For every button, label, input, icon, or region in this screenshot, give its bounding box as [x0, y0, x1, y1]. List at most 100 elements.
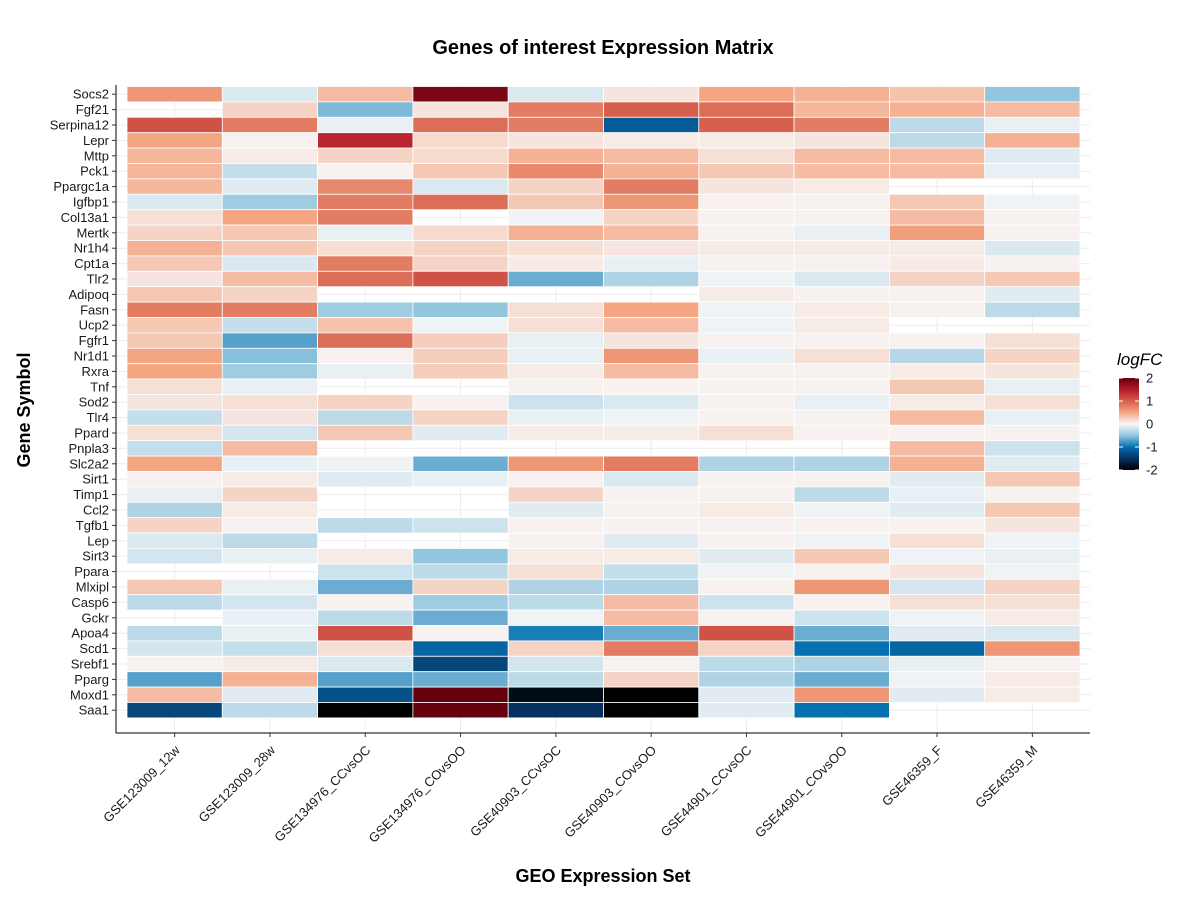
heatmap-cell: [698, 548, 795, 565]
heatmap-cell: [984, 132, 1081, 149]
heatmap-cell: [793, 609, 890, 626]
heatmap-cell: [984, 409, 1081, 426]
heatmap-cell: [126, 655, 223, 673]
legend-ticks: 2 1 0 -1 -2: [1119, 371, 1158, 478]
x-tick-label: GSE134976_CCvsOC: [271, 743, 373, 845]
heatmap-cell: [793, 671, 890, 688]
heatmap-cell: [412, 270, 509, 288]
heatmap-cell: [698, 363, 795, 380]
heatmap-cell: [507, 486, 604, 503]
heatmap-cell: [889, 240, 986, 257]
heatmap-cell: [317, 132, 414, 149]
heatmap-cell: [793, 501, 890, 519]
heatmap-cell: [603, 193, 700, 211]
heatmap-cell: [507, 224, 604, 241]
heatmap-cell: [412, 409, 509, 426]
heatmap-cell: [221, 702, 319, 719]
heatmap-cell: [698, 532, 795, 549]
heatmap-cell: [698, 86, 795, 103]
heatmap-cell: [412, 255, 509, 272]
heatmap-cell: [507, 178, 604, 195]
heatmap-cell: [793, 594, 890, 611]
y-tick-label: Mlxipl: [76, 580, 109, 595]
heatmap-cell: [507, 193, 604, 211]
heatmap-cell: [889, 378, 986, 395]
heatmap-cell: [412, 702, 509, 719]
legend-tick-label: 0: [1146, 417, 1153, 432]
heatmap-cell: [698, 394, 795, 411]
heatmap-cell: [412, 101, 509, 118]
heatmap-cell: [412, 317, 509, 334]
heatmap-cell: [698, 270, 795, 288]
y-tick-label: Tgfb1: [76, 518, 109, 533]
heatmap-cell: [698, 317, 795, 334]
color-legend: logFC 2 1 0 -1 -2: [1117, 350, 1163, 478]
heatmap-cell: [793, 363, 890, 380]
y-tick-label: Pparg: [74, 672, 109, 687]
y-tick-label: Timp1: [73, 487, 109, 502]
heatmap-cell: [221, 240, 319, 257]
heatmap-cell: [221, 224, 319, 241]
heatmap-cell: [984, 625, 1081, 642]
heatmap-cell: [507, 101, 604, 118]
heatmap-cell: [603, 378, 700, 395]
y-tick-label: Sod2: [79, 395, 109, 410]
heatmap-cell: [889, 671, 986, 688]
heatmap-cell: [221, 132, 319, 149]
heatmap-cell: [317, 270, 414, 288]
heatmap-cell: [221, 424, 319, 442]
heatmap-cells: [126, 86, 1081, 719]
heatmap-cell: [507, 655, 604, 673]
heatmap-cell: [221, 332, 319, 349]
y-tick-label: Nr1d1: [74, 349, 109, 364]
heatmap-cell: [698, 640, 795, 657]
heatmap-cell: [889, 255, 986, 272]
heatmap-cell: [793, 347, 890, 365]
heatmap-cell: [317, 594, 414, 611]
heatmap-cell: [603, 178, 700, 195]
heatmap-cell: [126, 147, 223, 164]
heatmap-cell: [412, 671, 509, 688]
heatmap-cell: [317, 332, 414, 349]
heatmap-cell: [984, 86, 1081, 103]
heatmap-cell: [889, 394, 986, 411]
heatmap-cell: [317, 671, 414, 688]
heatmap-cell: [507, 471, 604, 488]
heatmap-cell: [126, 132, 223, 149]
heatmap-cell: [698, 471, 795, 488]
heatmap-cell: [698, 486, 795, 503]
heatmap-cell: [507, 625, 604, 642]
heatmap-cell: [984, 548, 1081, 565]
heatmap-cell: [984, 286, 1081, 303]
heatmap-cell: [889, 440, 986, 457]
heatmap-cell: [412, 517, 509, 534]
heatmap-cell: [507, 594, 604, 611]
heatmap-cell: [317, 317, 414, 334]
heatmap-cell: [126, 86, 223, 103]
heatmap-cell: [698, 501, 795, 519]
heatmap-cell: [603, 86, 700, 103]
heatmap-cell: [889, 347, 986, 365]
heatmap-cell: [698, 301, 795, 318]
y-tick-label: Ucp2: [79, 318, 109, 333]
heatmap-cell: [317, 363, 414, 380]
heatmap-cell: [603, 501, 700, 519]
legend-tick-label: -1: [1146, 440, 1158, 455]
heatmap-cell: [507, 686, 604, 703]
heatmap-cell: [698, 655, 795, 673]
heatmap-cell: [698, 702, 795, 719]
heatmap-cell: [603, 640, 700, 657]
heatmap-cell: [889, 548, 986, 565]
heatmap-cell: [603, 563, 700, 580]
x-axis-title: GEO Expression Set: [515, 866, 690, 886]
heatmap-cell: [793, 702, 890, 719]
heatmap-cell: [698, 517, 795, 534]
heatmap-cell: [412, 563, 509, 580]
heatmap-cell: [889, 563, 986, 580]
heatmap-cell: [126, 178, 223, 195]
heatmap-cell: [221, 86, 319, 103]
heatmap-cell: [126, 409, 223, 426]
heatmap-cell: [793, 178, 890, 195]
heatmap-cell: [507, 317, 604, 334]
heatmap-cell: [984, 655, 1081, 673]
